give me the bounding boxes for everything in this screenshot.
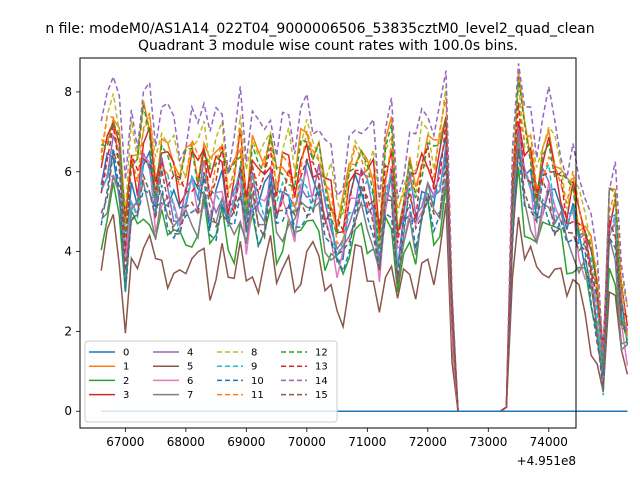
x-tick-label: 68000	[167, 435, 205, 449]
legend-label-0: 0	[123, 348, 129, 359]
legend-label-1: 1	[123, 362, 129, 373]
series-line-12	[100, 76, 629, 412]
y-axis: 0 2 4 6 8	[64, 85, 80, 418]
legend-label-7: 7	[187, 390, 193, 401]
y-tick-label: 2	[64, 324, 72, 338]
legend-label-9: 9	[251, 362, 257, 373]
legend-label-15: 15	[315, 390, 328, 401]
legend-label-13: 13	[315, 362, 328, 373]
plot-frame	[79, 57, 577, 429]
legend-label-4: 4	[187, 348, 193, 359]
legend-label-2: 2	[123, 376, 129, 387]
y-tick-label: 0	[64, 404, 72, 418]
x-tick-label: 71000	[348, 435, 386, 449]
x-tick-label: 72000	[409, 435, 447, 449]
x-tick-label: 67000	[106, 435, 144, 449]
y-tick-label: 4	[64, 245, 72, 259]
x-offset-label: +4.951e8	[517, 454, 576, 468]
legend-label-11: 11	[251, 390, 264, 401]
plot-lines	[100, 63, 629, 412]
legend-box	[84, 340, 338, 423]
legend-label-14: 14	[315, 376, 328, 387]
legend-label-3: 3	[123, 390, 129, 401]
chart-suptitle: n file: modeM0/AS1A14_022T04_9000006506_…	[45, 21, 594, 37]
x-tick-label: 73000	[469, 435, 507, 449]
legend-label-10: 10	[251, 376, 264, 387]
y-tick-label: 8	[64, 85, 72, 99]
series-line-14	[100, 63, 629, 412]
series-line-10	[100, 148, 629, 412]
series-line-8	[100, 84, 629, 412]
legend-label-12: 12	[315, 348, 328, 359]
chart-title: Quadrant 3 module wise count rates with …	[138, 38, 518, 54]
series-line-7	[100, 137, 628, 412]
legend-label-8: 8	[251, 348, 257, 359]
series-line-13	[100, 102, 628, 412]
series-line-4	[100, 128, 629, 412]
x-tick-label: 74000	[530, 435, 568, 449]
series-line-2	[100, 166, 628, 412]
legend-label-5: 5	[187, 362, 193, 373]
y-tick-label: 6	[64, 165, 72, 179]
x-tick-label: 70000	[288, 435, 326, 449]
x-tick-label: 69000	[227, 435, 265, 449]
series-line-15	[100, 147, 628, 412]
series-line-5	[100, 202, 629, 412]
legend-label-6: 6	[187, 376, 193, 387]
x-axis: 67000 68000 69000 70000 71000 72000 73000 74000	[106, 428, 568, 449]
